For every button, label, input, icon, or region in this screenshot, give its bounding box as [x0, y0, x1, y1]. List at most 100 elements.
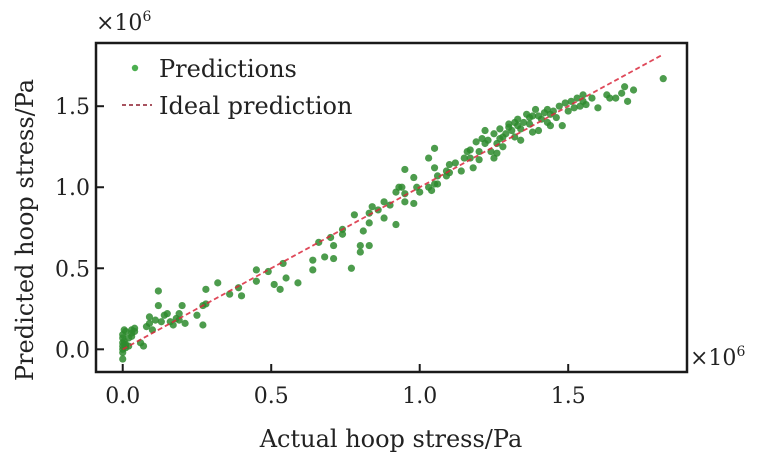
legend-label-ideal-prediction: Ideal prediction: [159, 92, 352, 120]
data-point: [315, 238, 323, 246]
ideal-prediction-line: [122, 53, 664, 351]
data-point: [594, 104, 602, 112]
data-point: [160, 311, 168, 319]
data-point: [499, 143, 507, 151]
data-point: [472, 138, 480, 146]
data-point: [154, 287, 162, 295]
data-point: [564, 107, 572, 115]
data-point: [416, 188, 424, 196]
data-point: [621, 83, 629, 91]
data-point: [624, 97, 632, 105]
y-multiplier-label: ×106: [96, 9, 151, 36]
y-tick-label: 1.5: [55, 95, 90, 120]
data-point: [270, 280, 278, 289]
data-point: [276, 285, 284, 293]
x-multiplier-base: ×10: [690, 346, 736, 371]
y-multiplier-base: ×10: [96, 11, 142, 36]
x-tick-label: 1.0: [402, 384, 437, 409]
data-point: [122, 327, 130, 336]
data-point: [119, 355, 127, 363]
data-point: [237, 292, 246, 300]
data-point: [618, 89, 626, 97]
data-point: [380, 214, 388, 222]
data-point: [214, 279, 222, 287]
data-point: [514, 115, 522, 123]
y-axis-label: Predicted hoop stress/Pa: [11, 79, 39, 381]
data-point: [329, 241, 338, 250]
data-point: [125, 342, 133, 350]
data-point: [309, 266, 317, 274]
data-point: [508, 126, 516, 135]
data-point: [517, 125, 525, 133]
data-point: [528, 112, 537, 120]
data-point: [252, 266, 260, 274]
data-point: [401, 165, 409, 174]
data-point: [142, 323, 151, 331]
data-point: [629, 86, 638, 94]
data-point: [401, 198, 409, 206]
data-point: [264, 267, 272, 276]
data-point: [154, 301, 162, 310]
data-point: [427, 186, 436, 195]
data-point: [484, 136, 492, 144]
data-point: [493, 149, 501, 157]
data-point: [125, 334, 133, 342]
x-multiplier-exponent: 6: [736, 344, 745, 360]
data-point: [659, 75, 667, 83]
y-tick-label: 1.0: [55, 176, 90, 201]
x-tick-label: 0.0: [105, 384, 140, 409]
ideal-line-layer: [122, 53, 664, 351]
data-point: [558, 122, 566, 130]
data-point: [520, 118, 528, 127]
y-tick-label: 0.0: [55, 338, 90, 363]
x-multiplier-label: ×106: [690, 344, 745, 371]
data-point: [451, 159, 459, 167]
data-point: [612, 94, 620, 102]
data-point: [466, 146, 474, 154]
data-point: [445, 160, 454, 169]
data-point: [481, 126, 489, 135]
data-point: [528, 128, 537, 136]
data-point: [430, 144, 439, 152]
data-point: [321, 253, 329, 261]
data-point: [327, 233, 335, 242]
x-ticks: 0.0 0.5 1.0 1.5: [105, 364, 586, 409]
data-point: [392, 220, 400, 229]
data-point: [445, 169, 454, 177]
data-point: [534, 126, 543, 135]
data-point: [368, 203, 376, 211]
data-point: [356, 248, 364, 256]
data-point: [282, 274, 290, 282]
plot-area: [94, 41, 689, 374]
data-point: [573, 94, 581, 102]
data-point: [309, 256, 317, 264]
x-axis-label: Actual hoop stress/Pa: [259, 425, 523, 453]
data-point: [606, 94, 614, 102]
data-point: [365, 241, 373, 250]
data-point: [531, 105, 540, 114]
data-point: [552, 113, 560, 122]
data-point: [469, 164, 477, 172]
x-tick-label: 0.5: [254, 384, 289, 409]
data-point: [398, 183, 406, 191]
data-point: [502, 130, 510, 138]
data-point: [356, 241, 364, 250]
data-point: [579, 91, 587, 99]
data-point: [505, 120, 513, 128]
data-point: [425, 154, 433, 162]
data-point: [517, 136, 525, 144]
data-point: [401, 190, 409, 198]
data-point: [570, 104, 578, 112]
y-multiplier-exponent: 6: [142, 9, 151, 25]
data-point: [555, 102, 563, 110]
data-point: [294, 279, 302, 287]
legend-marker-predictions: [131, 64, 139, 72]
data-point: [157, 318, 165, 326]
data-point: [169, 321, 177, 329]
data-point: [347, 264, 356, 272]
data-point: [490, 130, 498, 138]
data-point: [350, 211, 358, 219]
plot-frame: [94, 41, 689, 374]
data-point: [410, 199, 418, 208]
data-point: [199, 321, 207, 329]
